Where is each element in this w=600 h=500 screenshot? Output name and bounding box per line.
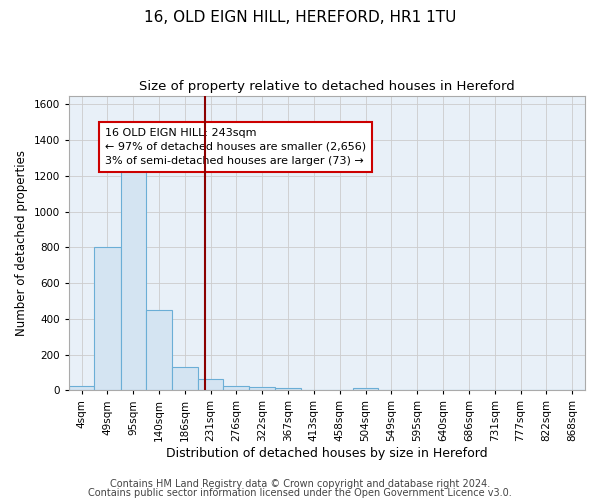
Bar — [198, 378, 223, 390]
Bar — [69, 386, 94, 390]
Y-axis label: Number of detached properties: Number of detached properties — [15, 150, 28, 336]
Text: Contains HM Land Registry data © Crown copyright and database right 2024.: Contains HM Land Registry data © Crown c… — [110, 479, 490, 489]
Bar — [94, 248, 121, 390]
Bar — [250, 386, 275, 390]
Bar — [353, 388, 379, 390]
Title: Size of property relative to detached houses in Hereford: Size of property relative to detached ho… — [139, 80, 515, 93]
Bar — [146, 310, 172, 390]
Bar — [172, 367, 198, 390]
Text: Contains public sector information licensed under the Open Government Licence v3: Contains public sector information licen… — [88, 488, 512, 498]
Bar — [121, 169, 146, 390]
Bar — [275, 388, 301, 390]
Text: 16 OLD EIGN HILL: 243sqm
← 97% of detached houses are smaller (2,656)
3% of semi: 16 OLD EIGN HILL: 243sqm ← 97% of detach… — [105, 128, 366, 166]
Text: 16, OLD EIGN HILL, HEREFORD, HR1 1TU: 16, OLD EIGN HILL, HEREFORD, HR1 1TU — [144, 10, 456, 25]
X-axis label: Distribution of detached houses by size in Hereford: Distribution of detached houses by size … — [166, 447, 488, 460]
Bar — [223, 386, 250, 390]
